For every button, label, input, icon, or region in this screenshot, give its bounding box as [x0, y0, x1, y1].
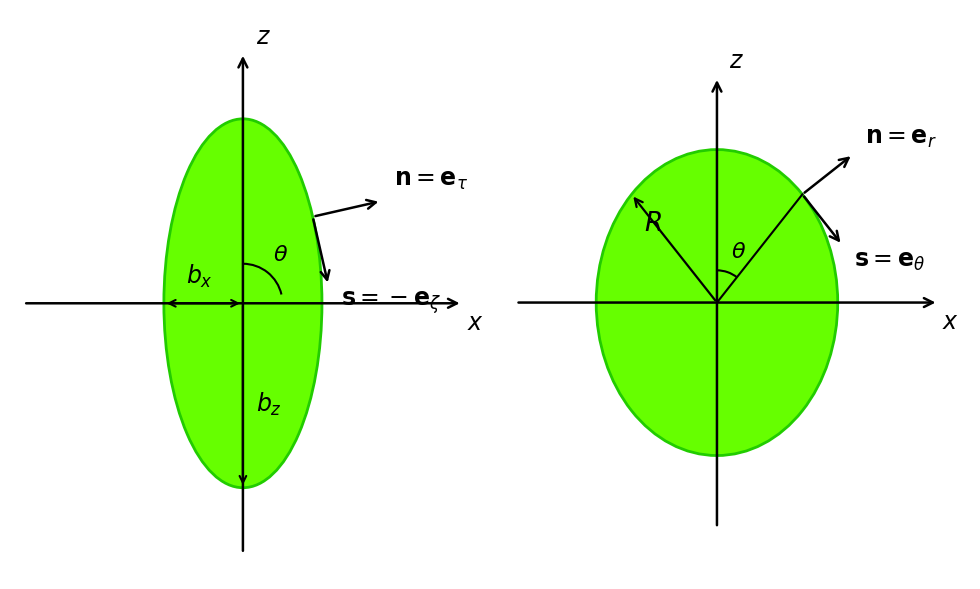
Text: $\mathbf{n} = \mathbf{e}_r$: $\mathbf{n} = \mathbf{e}_r$ [865, 127, 937, 150]
Text: $\theta$: $\theta$ [273, 243, 288, 266]
Text: $x$: $x$ [943, 310, 959, 333]
Text: $\mathbf{s} = \mathbf{e}_\theta$: $\mathbf{s} = \mathbf{e}_\theta$ [855, 249, 925, 273]
Text: $b_x$: $b_x$ [186, 263, 213, 290]
Text: $z$: $z$ [256, 25, 271, 48]
Text: $b_z$: $b_z$ [256, 391, 282, 418]
Text: $\mathbf{s} = -\mathbf{e}_\zeta$: $\mathbf{s} = -\mathbf{e}_\zeta$ [341, 290, 442, 316]
Text: $z$: $z$ [729, 50, 744, 73]
Text: $\theta$: $\theta$ [731, 241, 746, 263]
Ellipse shape [596, 150, 838, 455]
Text: $\mathbf{n} = \mathbf{e}_\tau$: $\mathbf{n} = \mathbf{e}_\tau$ [394, 168, 468, 192]
Text: $x$: $x$ [466, 312, 484, 335]
Text: $R$: $R$ [645, 211, 662, 236]
Ellipse shape [164, 119, 322, 488]
